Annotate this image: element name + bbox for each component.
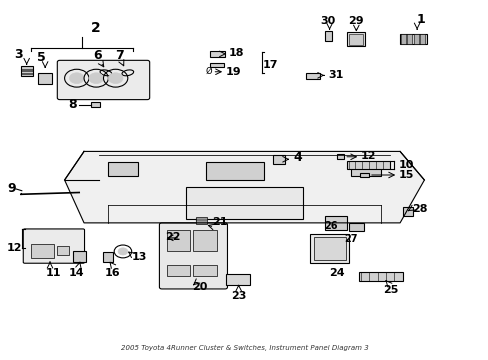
Bar	[413, 34, 418, 44]
Text: 21: 21	[212, 217, 227, 227]
Circle shape	[108, 73, 122, 84]
Bar	[210, 63, 224, 67]
Text: 5: 5	[37, 51, 45, 64]
FancyBboxPatch shape	[23, 229, 84, 263]
FancyBboxPatch shape	[57, 60, 149, 100]
Bar	[91, 103, 100, 108]
Bar	[305, 73, 320, 79]
Text: 17: 17	[263, 60, 278, 70]
Text: 26: 26	[324, 221, 337, 231]
Text: 19: 19	[225, 67, 241, 77]
Bar	[324, 216, 346, 230]
Text: 9: 9	[7, 183, 16, 195]
Bar	[205, 162, 264, 180]
Bar	[108, 162, 137, 176]
Bar	[30, 244, 54, 258]
Text: 6: 6	[93, 49, 102, 62]
Circle shape	[118, 248, 127, 255]
Text: 8: 8	[68, 99, 77, 112]
Bar	[166, 265, 190, 276]
Text: 30: 30	[320, 17, 335, 26]
Circle shape	[89, 73, 103, 84]
Text: 12: 12	[6, 243, 22, 253]
Text: 28: 28	[411, 204, 427, 214]
Bar	[193, 230, 216, 251]
Bar	[309, 234, 348, 263]
Text: Ø: Ø	[205, 67, 211, 76]
Text: 18: 18	[228, 48, 244, 58]
Bar	[399, 33, 426, 44]
Bar	[196, 217, 206, 224]
Bar	[346, 32, 365, 46]
Circle shape	[69, 73, 84, 84]
Bar	[225, 274, 250, 285]
Bar	[324, 31, 331, 41]
Bar	[103, 252, 113, 262]
Bar	[38, 73, 52, 84]
Text: 20: 20	[192, 282, 207, 292]
Text: 13: 13	[131, 252, 147, 262]
Bar	[348, 223, 363, 231]
Bar	[73, 251, 85, 262]
Bar	[358, 272, 402, 281]
Text: 10: 10	[398, 160, 414, 170]
Text: 4: 4	[292, 151, 301, 164]
Bar	[348, 34, 363, 45]
Text: 3: 3	[14, 48, 22, 62]
Text: 31: 31	[327, 70, 343, 80]
Text: 1: 1	[415, 13, 424, 26]
Text: 11: 11	[46, 267, 61, 278]
Bar	[407, 34, 411, 44]
Bar	[313, 237, 345, 260]
Bar	[360, 173, 368, 177]
FancyBboxPatch shape	[159, 223, 227, 289]
Text: 12: 12	[360, 151, 375, 161]
Bar	[186, 187, 302, 219]
Text: 24: 24	[328, 267, 344, 278]
Bar	[351, 162, 380, 176]
Bar	[193, 265, 216, 276]
Text: 16: 16	[104, 268, 120, 278]
Bar	[166, 230, 190, 251]
Bar	[21, 66, 33, 76]
Text: 2: 2	[91, 21, 101, 35]
Bar	[400, 34, 405, 44]
Text: 15: 15	[398, 170, 414, 180]
Bar	[419, 34, 424, 44]
Text: 25: 25	[382, 285, 397, 295]
Text: 29: 29	[348, 17, 364, 26]
Text: 7: 7	[115, 49, 123, 62]
Bar	[346, 161, 389, 169]
Bar	[272, 155, 285, 164]
Text: 27: 27	[344, 234, 358, 244]
Text: 14: 14	[69, 267, 84, 278]
Polygon shape	[64, 152, 424, 223]
Bar	[336, 154, 344, 159]
Bar	[210, 51, 224, 57]
Bar	[57, 246, 69, 255]
Bar	[402, 207, 412, 216]
Text: 2005 Toyota 4Runner Cluster & Switches, Instrument Panel Diagram 3: 2005 Toyota 4Runner Cluster & Switches, …	[121, 345, 367, 351]
Text: 22: 22	[164, 232, 180, 242]
Text: 23: 23	[230, 292, 246, 301]
